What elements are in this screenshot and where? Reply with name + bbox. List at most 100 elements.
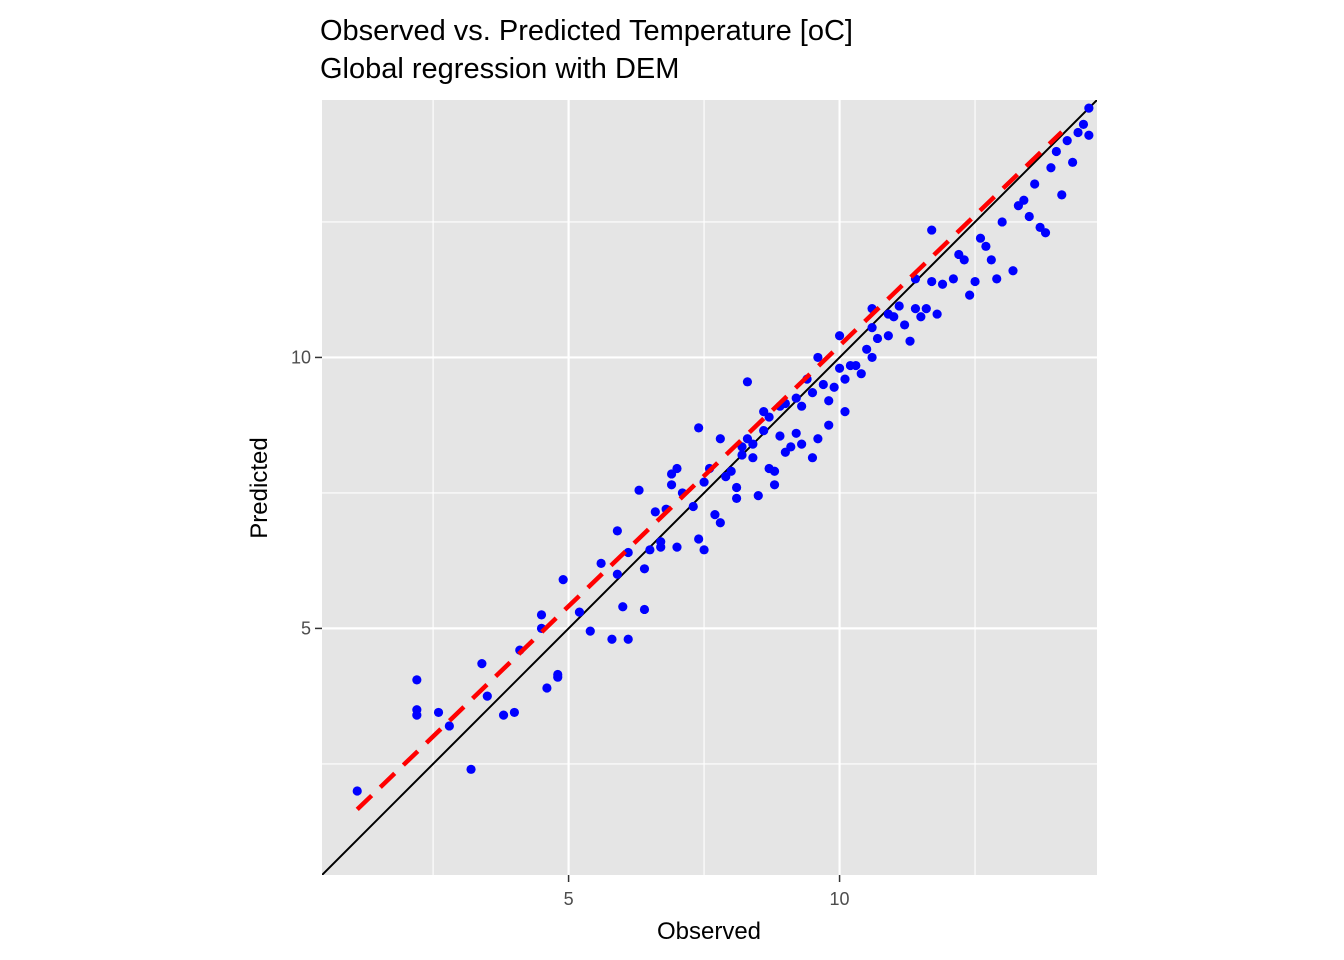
y-tick-label: 10 bbox=[291, 347, 311, 367]
data-point bbox=[818, 379, 828, 390]
data-point bbox=[623, 547, 633, 558]
data-point bbox=[542, 683, 552, 693]
data-point bbox=[1073, 127, 1083, 138]
data-point bbox=[639, 564, 650, 574]
data-point bbox=[1030, 179, 1040, 189]
data-point bbox=[715, 518, 725, 528]
data-point bbox=[1008, 266, 1018, 276]
data-point bbox=[748, 453, 758, 463]
data-point bbox=[1078, 119, 1089, 129]
data-point bbox=[937, 279, 948, 289]
data-point bbox=[1046, 163, 1056, 173]
data-point bbox=[965, 290, 975, 300]
data-point bbox=[726, 466, 736, 476]
data-point bbox=[910, 304, 921, 314]
data-point bbox=[1024, 211, 1034, 222]
data-point bbox=[694, 534, 704, 544]
data-point bbox=[916, 312, 926, 322]
data-point bbox=[1062, 136, 1072, 146]
data-point bbox=[1068, 157, 1078, 167]
data-point bbox=[1057, 190, 1067, 200]
data-point bbox=[650, 507, 660, 517]
data-point bbox=[981, 241, 991, 251]
data-point bbox=[867, 323, 877, 333]
x-tick-label: 5 bbox=[564, 889, 574, 909]
data-point bbox=[840, 407, 850, 417]
data-point bbox=[694, 423, 704, 433]
data-point bbox=[1051, 146, 1061, 157]
data-point bbox=[634, 485, 644, 495]
data-point bbox=[824, 396, 834, 406]
data-point bbox=[905, 336, 915, 346]
data-point bbox=[851, 360, 861, 371]
data-point bbox=[889, 312, 899, 322]
data-point bbox=[813, 352, 823, 363]
data-point bbox=[797, 401, 807, 411]
data-point bbox=[932, 309, 942, 319]
major-gridlines bbox=[322, 100, 1097, 875]
data-point bbox=[807, 388, 818, 398]
x-axis-ticks: 5 10 bbox=[564, 875, 850, 909]
data-point bbox=[444, 721, 454, 731]
data-point bbox=[764, 412, 774, 422]
data-point bbox=[975, 233, 986, 243]
data-point bbox=[352, 786, 362, 796]
data-point bbox=[900, 320, 910, 330]
data-point bbox=[997, 217, 1007, 227]
data-point bbox=[769, 480, 780, 490]
data-point bbox=[829, 382, 839, 392]
data-point bbox=[775, 431, 785, 441]
data-point bbox=[558, 575, 568, 585]
data-point bbox=[699, 477, 709, 487]
data-point bbox=[894, 301, 904, 311]
data-point bbox=[596, 558, 606, 568]
data-point bbox=[742, 377, 753, 387]
data-point bbox=[585, 626, 595, 636]
data-point bbox=[466, 764, 476, 774]
data-point bbox=[986, 255, 996, 265]
data-point bbox=[862, 344, 872, 354]
data-point bbox=[715, 434, 725, 444]
data-point bbox=[623, 634, 633, 644]
data-point bbox=[959, 255, 969, 265]
data-point bbox=[1019, 195, 1029, 205]
data-point bbox=[1040, 228, 1051, 238]
identity-reference-line bbox=[322, 100, 1097, 875]
data-point bbox=[574, 607, 585, 617]
data-point bbox=[412, 710, 422, 720]
chart-title: Observed vs. Predicted Temperature [oC] bbox=[320, 15, 853, 47]
data-point bbox=[536, 610, 547, 620]
data-point bbox=[639, 604, 650, 615]
data-point bbox=[813, 434, 823, 444]
data-point bbox=[769, 466, 780, 476]
data-point bbox=[1084, 130, 1094, 140]
data-point bbox=[412, 675, 422, 685]
data-point bbox=[731, 482, 742, 493]
data-point bbox=[867, 352, 877, 363]
x-axis-title: Observed bbox=[657, 918, 761, 945]
data-point bbox=[688, 501, 698, 512]
data-point bbox=[699, 545, 709, 555]
data-point bbox=[759, 425, 769, 436]
data-point bbox=[797, 439, 807, 449]
data-point bbox=[948, 274, 958, 284]
data-point bbox=[786, 442, 796, 452]
data-point bbox=[872, 333, 883, 344]
data-point bbox=[748, 439, 758, 449]
data-point bbox=[477, 659, 487, 669]
y-axis-title: Predicted bbox=[246, 437, 273, 538]
data-point bbox=[834, 331, 845, 341]
data-point bbox=[498, 710, 509, 720]
data-point bbox=[731, 493, 742, 503]
data-point bbox=[807, 453, 818, 463]
data-point bbox=[656, 537, 666, 547]
data-point bbox=[666, 480, 677, 490]
regression-fit-line bbox=[355, 130, 1064, 812]
data-point bbox=[992, 274, 1002, 284]
data-point bbox=[927, 225, 937, 235]
data-point bbox=[618, 602, 628, 612]
y-axis-ticks: 5 10 bbox=[291, 347, 322, 638]
data-point bbox=[672, 463, 682, 474]
data-point bbox=[645, 545, 655, 555]
